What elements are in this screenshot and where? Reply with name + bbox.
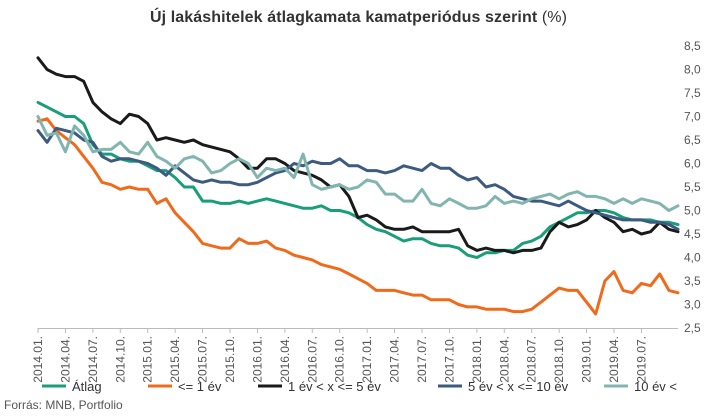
legend-label-1: Átlag [72,379,102,394]
x-tick-label: 2017.07. [415,336,429,383]
y-tick-label: 2,5 [684,321,701,335]
legend-label-4: 5 év < x <= 10 év [468,379,569,394]
x-tick-label: 2019.07. [634,336,648,383]
y-tick-label: 3,5 [684,274,701,288]
legend: Átlag <= 1 év 1 év < x <= 5 év 5 év < x <= … [42,379,677,394]
y-tick-label: 5,5 [684,180,701,194]
x-tick-label: 2018.04. [497,336,511,383]
y-tick-label: 5,0 [684,204,701,218]
y-tick-label: 8,5 [684,39,701,53]
series-line-5 [36,115,680,212]
chart-title: Új lakáshitelek átlagkamata kamatperiódu… [0,9,717,27]
chart-title-unit: (%) [541,9,568,26]
series-line-3 [36,56,680,255]
series-line-4 [36,126,680,231]
x-tick-label: 2014.01. [31,336,45,383]
legend-label-2: <= 1 év [178,379,222,394]
x-tick-label: 2016.04. [278,336,292,383]
y-tick-label: 4,5 [684,227,701,241]
y-tick-label: 3,0 [684,298,701,312]
x-tick-label: 2014.07. [86,336,100,383]
series-line-1 [36,100,680,259]
x-tick-label: 2017.01. [360,336,374,383]
x-tick-label: 2015.01. [141,336,155,383]
x-tick-label: 2017.04. [388,336,402,383]
x-tick-label: 2014.04. [58,336,72,383]
x-axis: 2014.01. 2014.04. 2014.07. 2014.10. 2015.01.… [31,328,678,383]
legend-label-5: 10 év < [634,379,677,394]
y-tick-label: 4,0 [684,251,701,265]
legend-label-3: 1 év < x <= 5 év [288,379,381,394]
x-tick-label: 2018.10. [552,336,566,383]
y-tick-label: 8,0 [684,63,701,77]
x-tick-label: 2016.10. [333,336,347,383]
x-tick-label: 2016.07. [305,336,319,383]
series-line-2 [36,117,680,316]
x-tick-label: 2016.01. [250,336,264,383]
x-tick-label: 2014.10. [113,336,127,383]
y-axis: 2,5 3,0 3,5 4,0 4,5 5,0 5,5 6,0 6,5 7,0 7,5 8,0 8,5 [684,39,701,335]
y-tick-label: 6,5 [684,133,701,147]
x-tick-label: 2019.01. [580,336,594,383]
y-tick-label: 6,0 [684,157,701,171]
chart-title-text: Új lakáshitelek átlagkamata kamatperiódu… [149,9,538,26]
x-tick-label: 2015.10. [223,336,237,383]
x-tick-label: 2015.07. [196,336,210,383]
x-tick-label: 2017.10. [442,336,456,383]
x-tick-label: 2018.07. [525,336,539,383]
source-note: Forrás: MNB, Portfolio [4,398,123,412]
plot-lines [36,56,680,316]
x-tick-label: 2019.04. [607,336,621,383]
y-tick-label: 7,0 [684,110,701,124]
y-tick-label: 7,5 [684,86,701,100]
x-tick-label: 2015.04. [168,336,182,383]
x-tick-label: 2018.01. [470,336,484,383]
